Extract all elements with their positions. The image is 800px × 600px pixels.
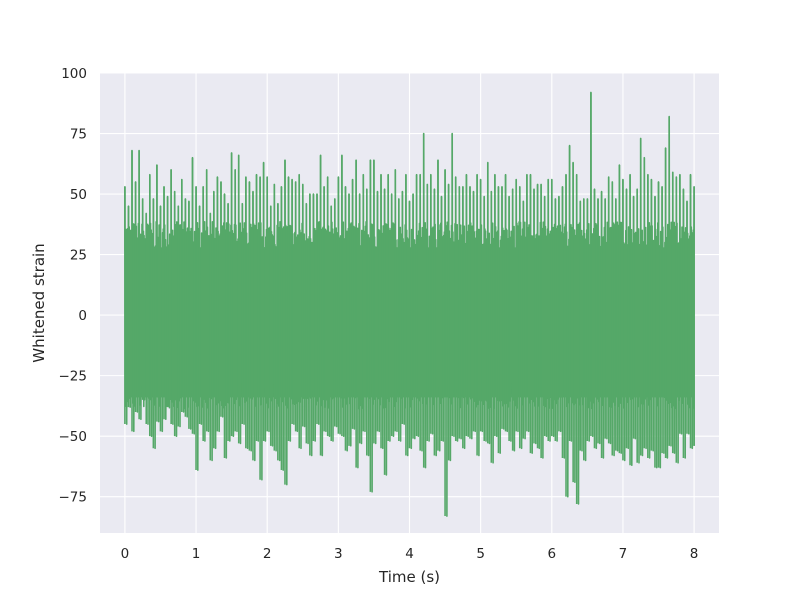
- y-tick-label: −25: [59, 369, 88, 385]
- y-tick-label: −50: [59, 429, 88, 445]
- y-tick-label: 100: [61, 66, 87, 82]
- x-tick-label: 2: [263, 546, 272, 562]
- x-tick-label: 0: [121, 546, 130, 562]
- x-tick-label: 3: [334, 546, 343, 562]
- series-group: [124, 91, 695, 517]
- x-tick-label: 6: [548, 546, 557, 562]
- x-tick-label: 8: [690, 546, 699, 562]
- y-tick-labels: −75 −50 −25 0 25 50 75 100: [59, 66, 88, 506]
- x-tick-label: 5: [476, 546, 485, 562]
- y-tick-label: −75: [59, 490, 88, 506]
- x-tick-label: 4: [405, 546, 414, 562]
- x-tick-labels: 0 1 2 3 4 5 6 7 8: [121, 546, 699, 562]
- x-tick-label: 7: [619, 546, 628, 562]
- x-tick-label: 1: [192, 546, 201, 562]
- y-tick-label: 50: [70, 187, 87, 203]
- y-tick-label: 25: [70, 248, 87, 264]
- x-axis-label: Time (s): [378, 568, 440, 586]
- y-axis-label: Whitened strain: [30, 243, 48, 362]
- y-tick-label: 0: [78, 308, 87, 324]
- y-tick-label: 75: [70, 127, 87, 143]
